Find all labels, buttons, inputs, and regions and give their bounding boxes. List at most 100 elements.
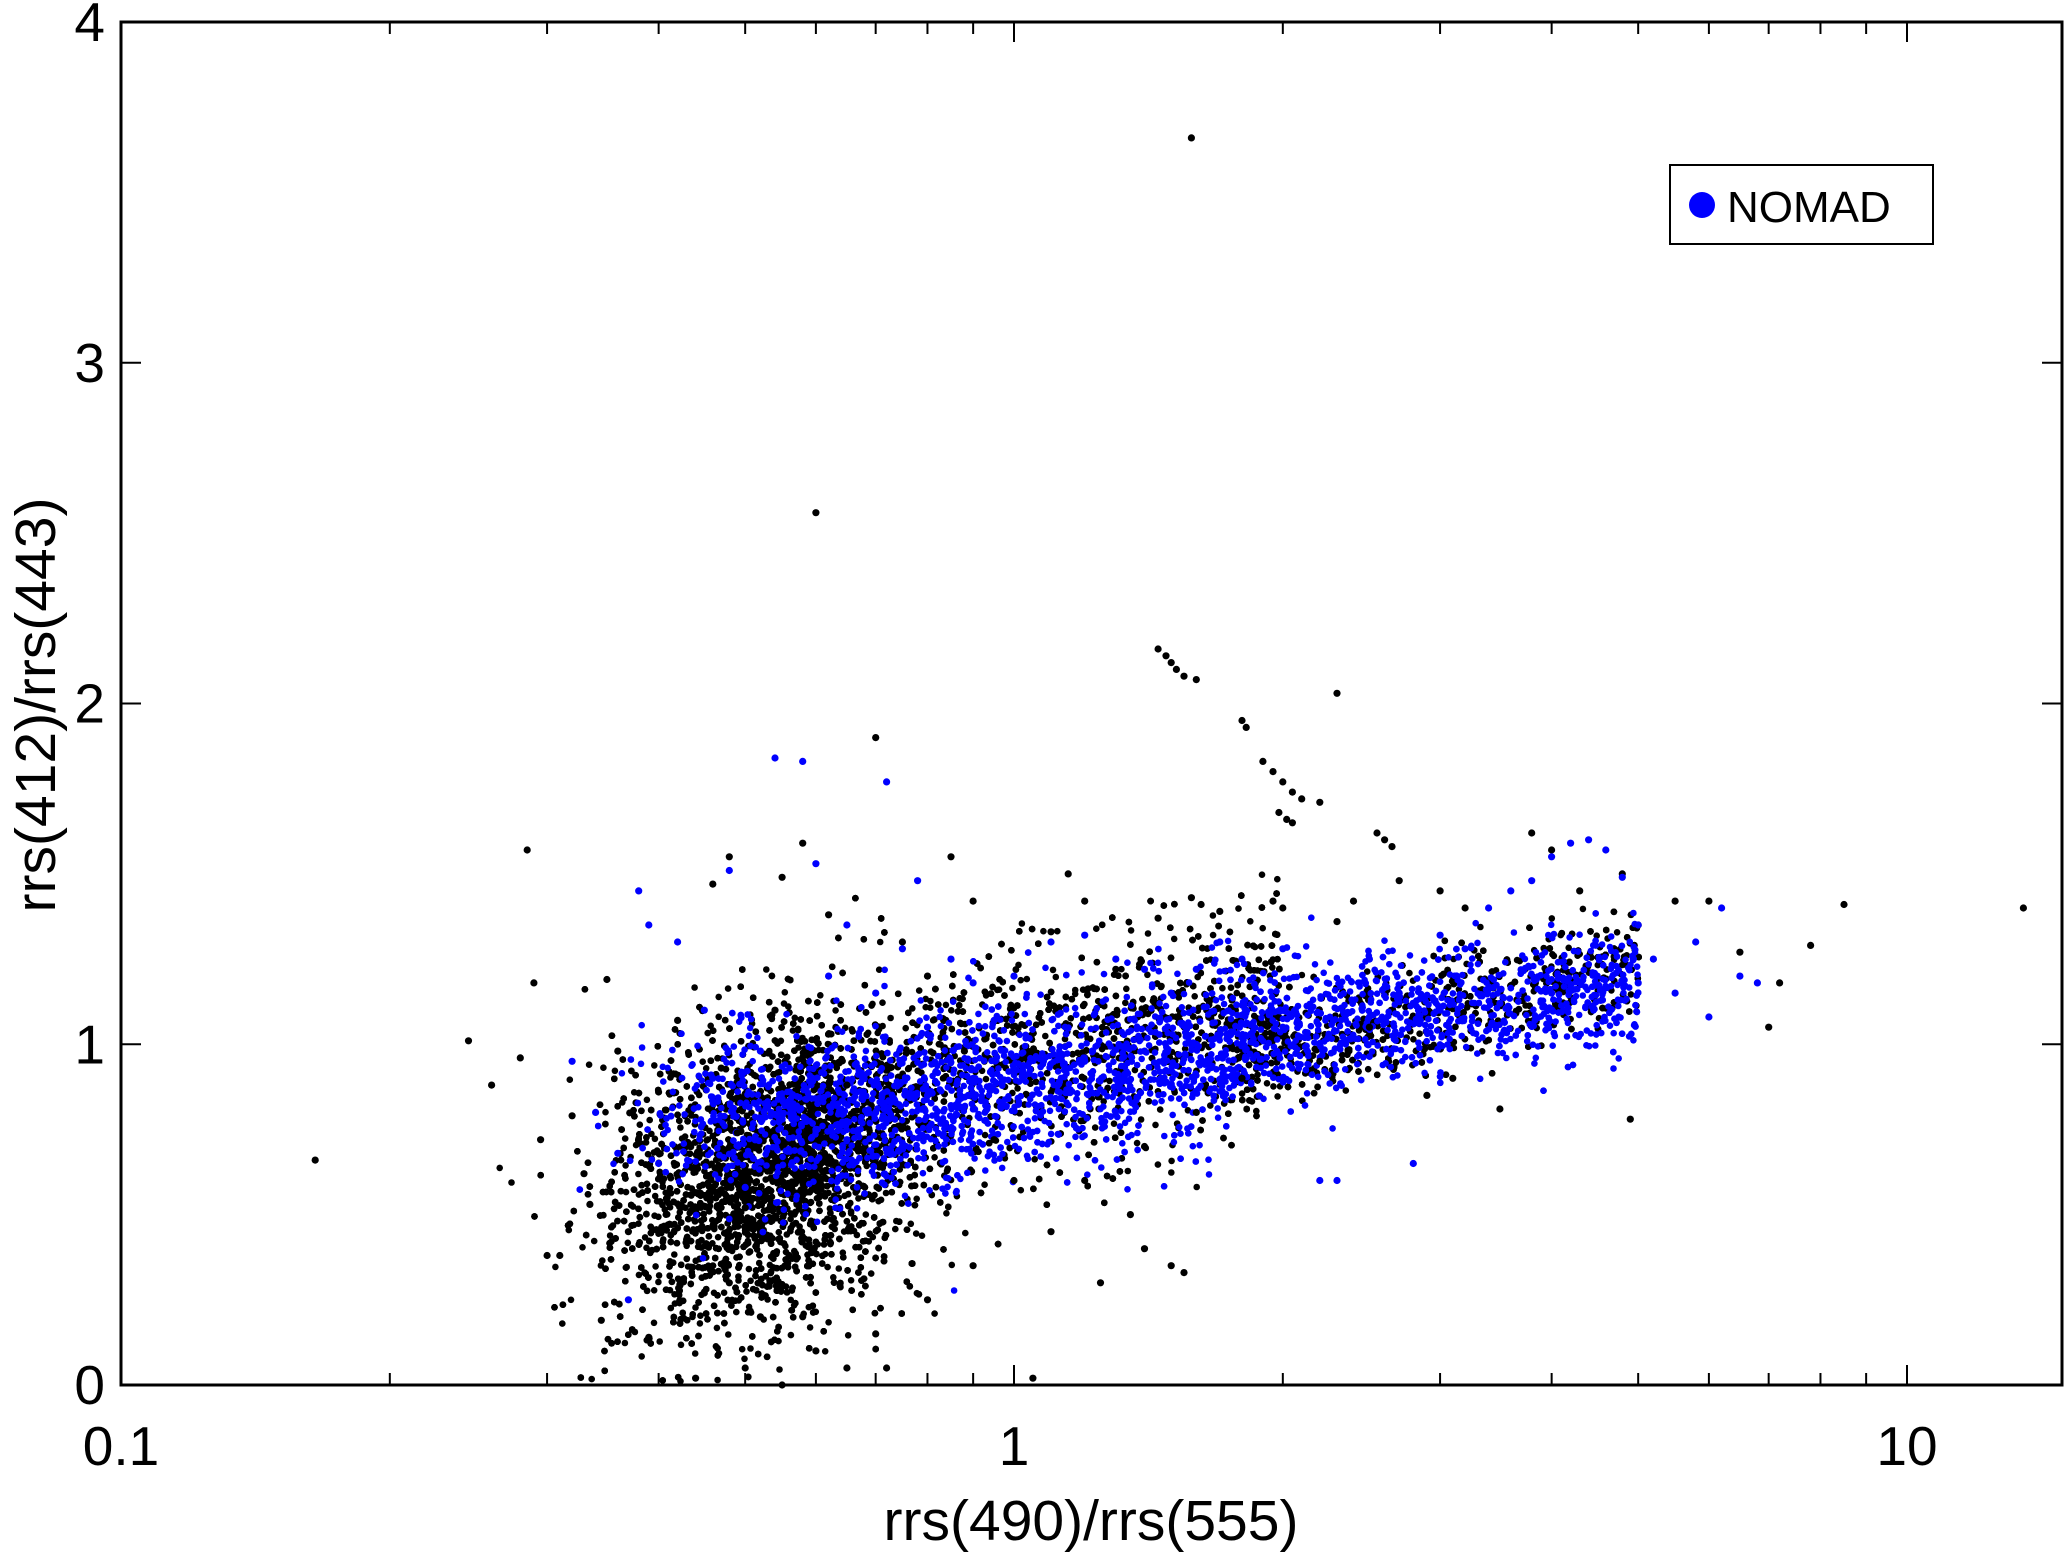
- cloud-point: [697, 1312, 704, 1319]
- cloud-point: [1110, 1120, 1118, 1127]
- cloud-point: [1253, 1107, 1260, 1115]
- cloud-point: [642, 1139, 650, 1146]
- cloud-point: [832, 1007, 839, 1014]
- cloud-point: [1031, 1156, 1038, 1163]
- cloud-point: [824, 1263, 831, 1271]
- cloud-point: [1406, 969, 1413, 977]
- cloud-point: [820, 1241, 828, 1248]
- cloud-point: [875, 966, 883, 973]
- cloud-point: [780, 1000, 788, 1007]
- cloud-point: [1594, 961, 1602, 969]
- cloud-point: [1191, 993, 1198, 1000]
- cloud-point: [908, 1048, 916, 1056]
- cloud-point: [874, 1029, 881, 1037]
- cloud-point: [1122, 999, 1129, 1007]
- cloud-point: [825, 1189, 832, 1197]
- cloud-point: [611, 1067, 619, 1075]
- cloud-point: [886, 1039, 893, 1046]
- cloud-point: [907, 1220, 915, 1228]
- cloud-point: [651, 1135, 659, 1143]
- cloud-point: [1100, 1098, 1107, 1105]
- cloud-point: [1274, 875, 1281, 883]
- cloud-point: [559, 1320, 566, 1327]
- cloud-point: [789, 1027, 797, 1034]
- cloud-point: [892, 1225, 899, 1233]
- cloud-point: [902, 1024, 909, 1032]
- cloud-point: [775, 1228, 783, 1236]
- cloud-point: [1124, 1167, 1132, 1175]
- cloud-point: [667, 1304, 675, 1312]
- cloud-point: [720, 1179, 727, 1187]
- cloud-point: [1258, 871, 1266, 878]
- cloud-point: [747, 1345, 754, 1352]
- cloud-point: [877, 1196, 885, 1204]
- cloud-point: [650, 1319, 658, 1327]
- cloud-point: [715, 993, 722, 1001]
- cloud-point: [724, 985, 732, 992]
- cloud-point: [824, 1040, 832, 1048]
- cloud-point: [1137, 1116, 1145, 1123]
- cloud-point: [948, 1007, 955, 1014]
- cloud-point: [825, 1319, 832, 1326]
- cloud-point: [982, 1075, 990, 1083]
- cloud-point: [1193, 1183, 1200, 1191]
- cloud-point: [931, 1310, 938, 1317]
- cloud-point: [1040, 927, 1047, 935]
- cloud-point: [644, 1197, 651, 1205]
- cloud-point: [714, 1233, 722, 1241]
- cloud-point: [704, 1029, 711, 1037]
- cloud-point: [635, 1170, 642, 1178]
- cloud-point: [867, 1270, 875, 1277]
- dense-cloud-layer: [496, 871, 1642, 1385]
- cloud-point: [1181, 1045, 1189, 1053]
- cloud-point: [905, 1064, 913, 1072]
- cloud-point: [676, 1209, 684, 1216]
- cloud-point: [1154, 1161, 1162, 1168]
- cloud-point: [621, 1135, 629, 1142]
- cloud-point: [621, 1339, 629, 1347]
- cloud-point: [652, 1263, 659, 1270]
- cloud-point: [926, 1004, 934, 1011]
- cloud-point: [1263, 1080, 1271, 1087]
- cloud-point: [650, 1149, 658, 1156]
- cloud-point: [879, 1022, 886, 1030]
- cloud-point: [644, 1150, 652, 1158]
- cloud-point: [915, 987, 923, 994]
- cloud-point: [597, 1262, 605, 1269]
- cloud-point: [738, 1345, 746, 1353]
- cloud-point: [1270, 1083, 1277, 1090]
- cloud-point: [1118, 965, 1125, 973]
- cloud-point: [1259, 924, 1266, 932]
- cloud-point: [677, 1124, 684, 1131]
- cloud-point: [622, 1188, 630, 1196]
- cloud-point: [692, 1304, 699, 1311]
- cloud-point: [1477, 923, 1484, 931]
- cloud-point: [844, 1332, 852, 1339]
- cloud-point: [1106, 1077, 1113, 1085]
- cloud-point: [1233, 989, 1241, 997]
- cloud-point: [496, 1164, 504, 1172]
- cloud-point: [590, 1237, 598, 1245]
- cloud-point: [655, 1272, 663, 1279]
- cloud-point: [1269, 964, 1276, 971]
- cloud-point: [1593, 932, 1600, 939]
- cloud-point: [1170, 935, 1178, 943]
- cloud-point: [1093, 925, 1100, 932]
- cloud-point: [1091, 1124, 1099, 1131]
- cloud-point: [745, 1303, 753, 1311]
- cloud-point: [735, 1277, 742, 1284]
- cloud-point: [981, 1131, 989, 1139]
- cloud-point: [638, 1353, 645, 1360]
- cloud-point: [1042, 1032, 1049, 1040]
- cloud-point: [1478, 1048, 1486, 1055]
- cloud-point: [835, 1265, 843, 1272]
- cloud-point: [681, 1133, 689, 1140]
- cloud-point: [1152, 1121, 1159, 1129]
- cloud-point: [622, 1162, 629, 1169]
- cloud-point: [600, 1064, 607, 1071]
- cloud-point: [691, 1350, 699, 1357]
- cloud-point: [1209, 931, 1217, 939]
- cloud-point: [1384, 1032, 1391, 1040]
- cloud-point: [579, 1244, 586, 1251]
- cloud-point: [745, 1265, 753, 1273]
